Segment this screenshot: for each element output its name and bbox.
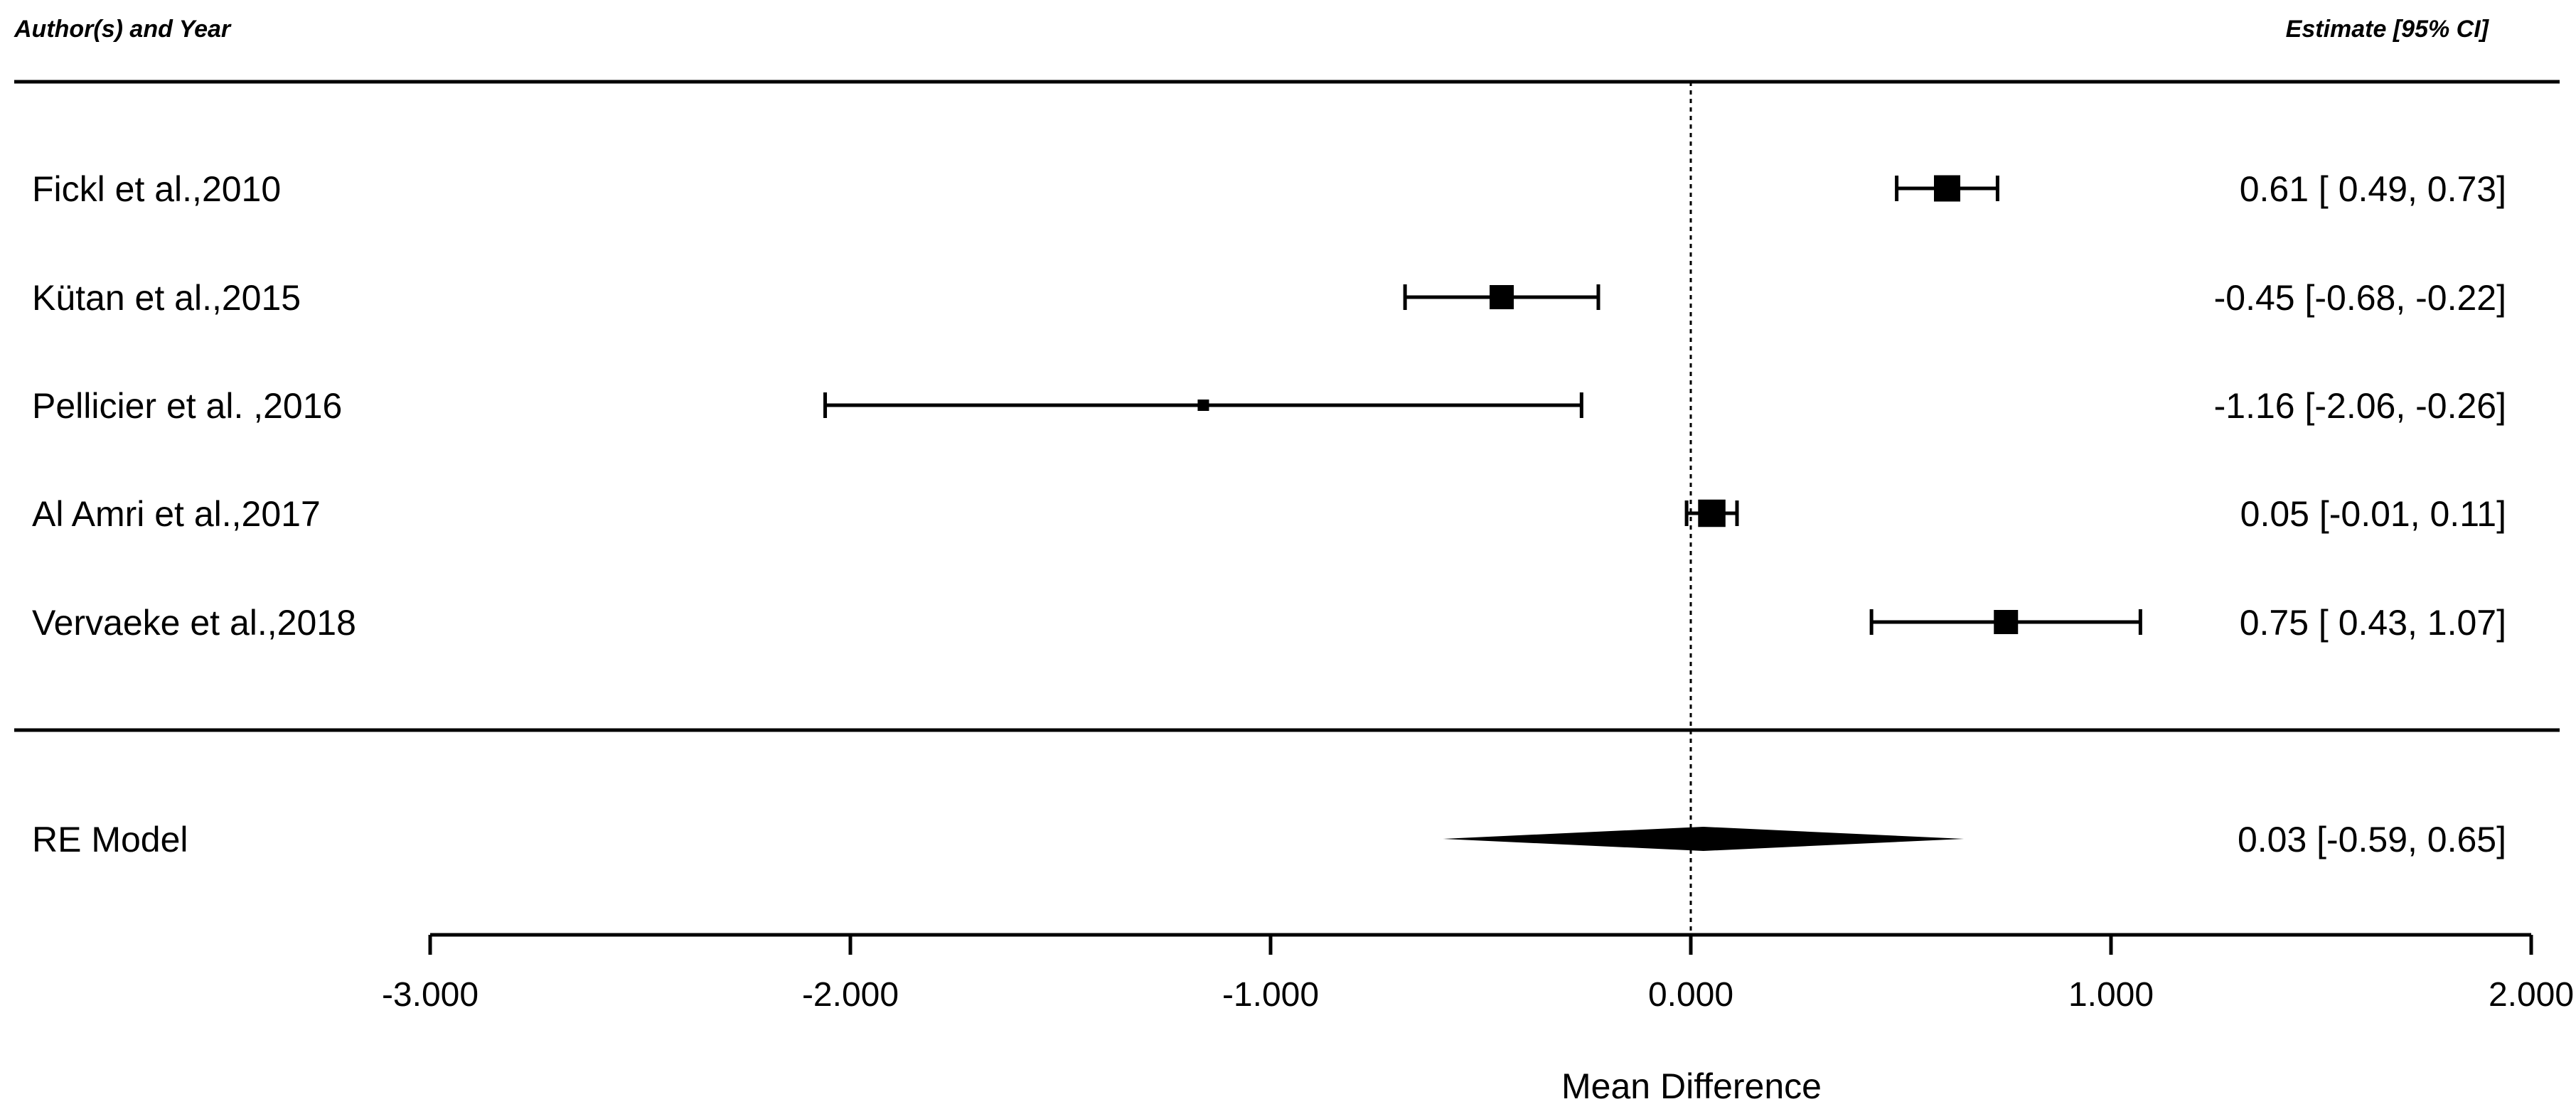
study-rows: Fickl et al.,2010 0.61 [ 0.49, 0.73] Kütan… (32, 169, 2506, 643)
summary-row: RE Model 0.03 [-0.59, 0.65] (32, 820, 2506, 859)
x-axis: -3.000 -2.000 -1.000 0.000 1.000 2.000 (382, 933, 2574, 1014)
estimate-text: -0.45 [-0.68, -0.22] (2214, 278, 2506, 318)
study-row: Vervaeke et al.,2018 0.75 [ 0.43, 1.07] (32, 603, 2506, 643)
x-axis-title: Mean Difference (1561, 1066, 1822, 1106)
study-label: Al Amri et al.,2017 (32, 494, 321, 534)
x-tick-label: -2.000 (802, 976, 899, 1014)
estimate-text: 0.75 [ 0.43, 1.07] (2240, 603, 2506, 643)
study-row: Pellicier et al. ,2016 -1.16 [-2.06, -0.2… (32, 386, 2506, 426)
study-row: Al Amri et al.,2017 0.05 [-0.01, 0.11] (32, 494, 2506, 534)
point-estimate (1197, 400, 1209, 411)
point-estimate (1490, 285, 1514, 309)
study-row: Kütan et al.,2015 -0.45 [-0.68, -0.22] (32, 278, 2506, 318)
summary-label: RE Model (32, 820, 188, 859)
header-estimate-ci: Estimate [95% CI] (2286, 16, 2490, 43)
point-estimate (1698, 499, 1726, 527)
estimate-text: -1.16 [-2.06, -0.26] (2214, 386, 2506, 426)
estimate-text: 0.61 [ 0.49, 0.73] (2240, 169, 2506, 209)
point-estimate (1934, 175, 1961, 202)
x-tick-label: 1.000 (2068, 976, 2154, 1014)
estimate-text: 0.05 [-0.01, 0.11] (2240, 494, 2506, 534)
study-label: Kütan et al.,2015 (32, 278, 301, 318)
study-row: Fickl et al.,2010 0.61 [ 0.49, 0.73] (32, 169, 2506, 209)
header-author-year: Author(s) and Year (14, 16, 232, 43)
study-label: Vervaeke et al.,2018 (32, 603, 356, 643)
summary-estimate-text: 0.03 [-0.59, 0.65] (2238, 820, 2506, 859)
study-label: Fickl et al.,2010 (32, 169, 281, 209)
x-tick-label: -1.000 (1222, 976, 1319, 1014)
study-label: Pellicier et al. ,2016 (32, 386, 342, 426)
summary-diamond (1443, 827, 1965, 851)
x-tick-label: 0.000 (1648, 976, 1733, 1014)
point-estimate (1994, 610, 2019, 634)
x-tick-label: -3.000 (382, 976, 479, 1014)
x-tick-label: 2.000 (2489, 976, 2574, 1014)
